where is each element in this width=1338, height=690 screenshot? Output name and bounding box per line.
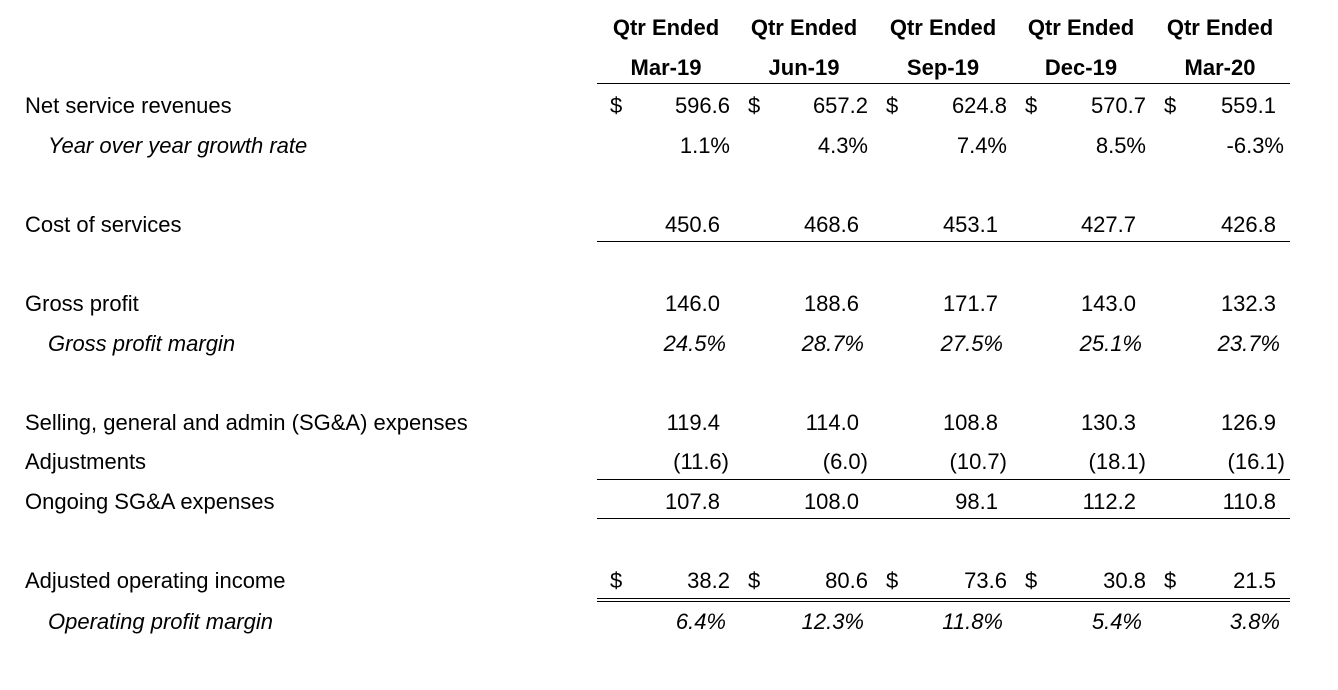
table-cell: 11.8% xyxy=(942,609,1003,634)
table-cell: 596.6 xyxy=(674,93,730,118)
table-cell: 23.7% xyxy=(1217,331,1280,356)
table-cell: (16.1) xyxy=(1227,449,1285,474)
header-underline xyxy=(597,83,1290,84)
column-header-3: Qtr Ended Sep-19 xyxy=(874,15,1012,81)
currency-symbol: $ xyxy=(610,568,623,593)
column-header-line1: Qtr Ended xyxy=(889,15,997,40)
table-cell: 25.1% xyxy=(1079,331,1142,356)
subtotal-rule xyxy=(597,479,1290,480)
column-header-5: Qtr Ended Mar-20 xyxy=(1151,15,1289,81)
table-cell: -6.3% xyxy=(1226,133,1284,158)
table-cell: (18.1) xyxy=(1088,449,1146,474)
table-cell: 7.4% xyxy=(956,133,1007,158)
row-label-adjusted-operating-income: Adjusted operating income xyxy=(25,568,286,593)
table-cell: 5.4% xyxy=(1091,609,1142,634)
table-cell: 80.6 xyxy=(825,568,868,593)
column-header-2: Qtr Ended Jun-19 xyxy=(735,15,873,81)
table-cell: 8.5% xyxy=(1095,133,1146,158)
column-header-line1: Qtr Ended xyxy=(612,15,720,40)
column-header-line2: Jun-19 xyxy=(768,55,840,80)
subtotal-rule xyxy=(597,518,1290,519)
total-double-rule xyxy=(597,598,1290,602)
row-label-operating-profit-margin: Operating profit margin xyxy=(48,609,273,634)
table-cell: 426.8 xyxy=(1220,212,1276,237)
row-label-gross-profit: Gross profit xyxy=(25,291,139,316)
currency-symbol: $ xyxy=(748,93,761,118)
currency-symbol: $ xyxy=(1164,568,1177,593)
table-cell: 4.3% xyxy=(817,133,868,158)
table-cell: 559.1 xyxy=(1220,93,1276,118)
table-cell: 30.8 xyxy=(1103,568,1146,593)
table-cell: 112.2 xyxy=(1082,489,1136,514)
currency-symbol: $ xyxy=(1025,93,1038,118)
table-cell: 21.5 xyxy=(1233,568,1276,593)
table-cell: 108.8 xyxy=(942,410,998,435)
table-cell: 73.6 xyxy=(964,568,1007,593)
table-cell: (10.7) xyxy=(949,449,1007,474)
table-cell: 108.0 xyxy=(803,489,859,514)
row-label-adjustments: Adjustments xyxy=(25,449,147,474)
table-cell: 3.8% xyxy=(1229,609,1280,634)
column-header-4: Qtr Ended Dec-19 xyxy=(1012,15,1150,81)
table-cell: 107.8 xyxy=(664,489,720,514)
table-cell: 146.0 xyxy=(664,291,720,316)
table-cell: 453.1 xyxy=(942,212,998,237)
table-cell: 570.7 xyxy=(1090,93,1146,118)
table-cell: 12.3% xyxy=(801,609,864,634)
table-cell: 130.3 xyxy=(1080,410,1136,435)
column-header-1: Qtr Ended Mar-19 xyxy=(597,15,735,81)
subtotal-rule xyxy=(597,241,1290,242)
column-header-line2: Dec-19 xyxy=(1044,55,1118,80)
table-cell: 657.2 xyxy=(812,93,868,118)
table-cell: 27.5% xyxy=(940,331,1003,356)
table-cell: 38.2 xyxy=(687,568,730,593)
table-cell: (11.6) xyxy=(673,449,729,474)
table-cell: 119.4 xyxy=(666,410,720,435)
table-cell: 126.9 xyxy=(1220,410,1276,435)
currency-symbol: $ xyxy=(1164,93,1177,118)
currency-symbol: $ xyxy=(1025,568,1038,593)
column-header-line1: Qtr Ended xyxy=(1027,15,1135,40)
table-cell: 28.7% xyxy=(801,331,864,356)
table-cell: 188.6 xyxy=(803,291,859,316)
table-cell: 624.8 xyxy=(951,93,1007,118)
column-header-line1: Qtr Ended xyxy=(1166,15,1274,40)
table-cell: 98.1 xyxy=(955,489,998,514)
row-label-yoy-growth: Year over year growth rate xyxy=(48,133,308,158)
row-label-cost-of-services: Cost of services xyxy=(25,212,182,237)
currency-symbol: $ xyxy=(610,93,623,118)
column-header-line2: Mar-19 xyxy=(630,55,702,80)
table-cell: 427.7 xyxy=(1080,212,1136,237)
table-cell: 6.4% xyxy=(675,609,726,634)
row-label-ongoing-sga: Ongoing SG&A expenses xyxy=(25,489,275,514)
table-cell: 24.5% xyxy=(663,331,726,356)
row-label-sga-expenses: Selling, general and admin (SG&A) expens… xyxy=(25,410,468,435)
table-cell: 171.7 xyxy=(942,291,998,316)
table-cell: 132.3 xyxy=(1220,291,1276,316)
column-header-line1: Qtr Ended xyxy=(750,15,858,40)
column-header-line2: Sep-19 xyxy=(906,55,980,80)
currency-symbol: $ xyxy=(748,568,761,593)
currency-symbol: $ xyxy=(886,93,899,118)
table-cell: 114.0 xyxy=(805,410,859,435)
table-cell: 143.0 xyxy=(1080,291,1136,316)
row-label-net-service-revenues: Net service revenues xyxy=(25,93,232,118)
table-cell: 468.6 xyxy=(803,212,859,237)
table-cell: 1.1% xyxy=(679,133,730,158)
column-header-line2: Mar-20 xyxy=(1184,55,1256,80)
table-cell: 110.8 xyxy=(1222,489,1276,514)
table-cell: (6.0) xyxy=(822,449,868,474)
row-label-gross-profit-margin: Gross profit margin xyxy=(48,331,236,356)
table-cell: 450.6 xyxy=(664,212,720,237)
currency-symbol: $ xyxy=(886,568,899,593)
